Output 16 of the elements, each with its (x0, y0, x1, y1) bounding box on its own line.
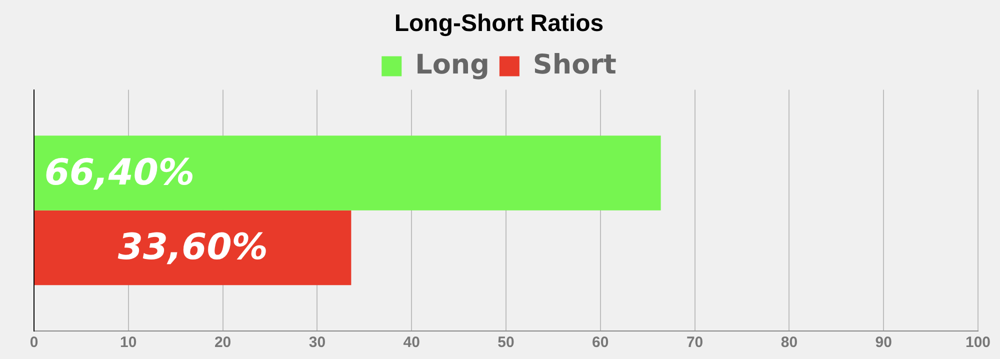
data-label: 66,40% (44, 152, 194, 194)
chart-title: Long-Short Ratios (394, 10, 604, 38)
legend-label: Short (532, 49, 616, 80)
x-tick-label: 40 (403, 334, 420, 352)
x-tick-label: 70 (686, 334, 704, 352)
x-tick-label: 60 (592, 334, 609, 352)
x-tick-label: 0 (30, 334, 38, 352)
x-tick-label: 20 (214, 334, 232, 352)
x-tick-label: 90 (875, 334, 892, 352)
x-tick-label: 50 (498, 334, 514, 352)
data-label: 33,60% (118, 227, 268, 268)
x-tick-label: 80 (780, 334, 798, 352)
x-tick-label: 10 (120, 334, 137, 352)
legend-label: Long (415, 49, 490, 80)
x-tick-label: 30 (308, 334, 326, 352)
x-tick-label: 100 (965, 334, 991, 352)
